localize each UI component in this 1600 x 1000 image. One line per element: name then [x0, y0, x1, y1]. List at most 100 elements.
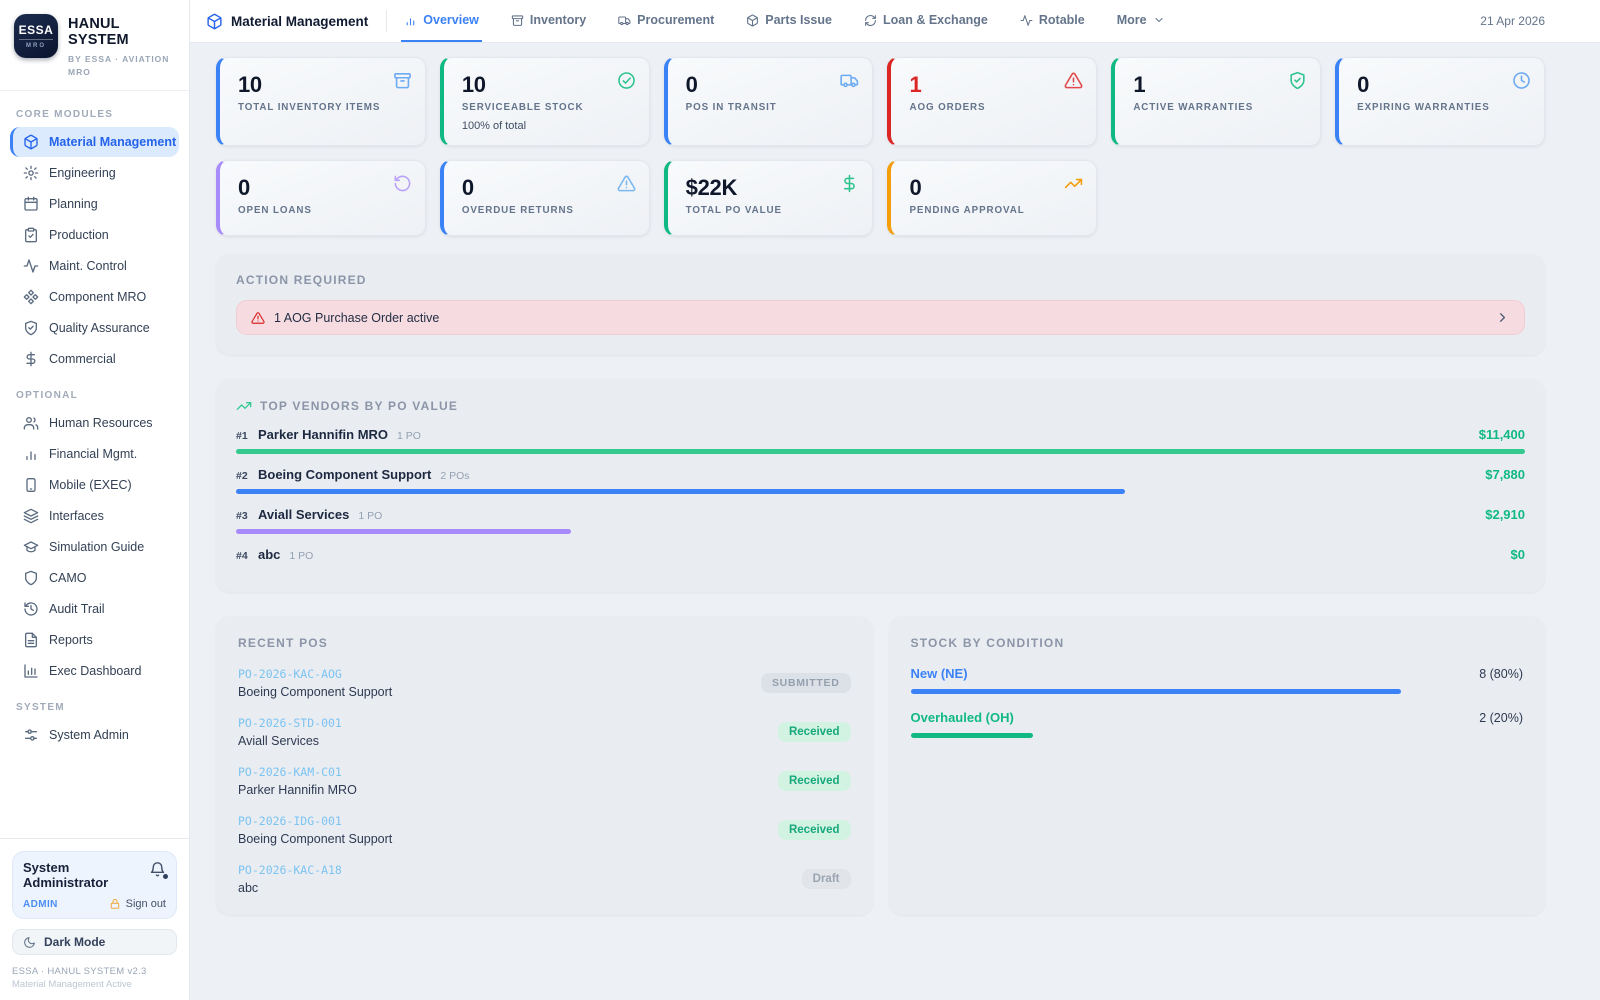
sidebar-item[interactable]: Production: [10, 220, 179, 250]
sidebar-item-label: CAMO: [49, 571, 87, 586]
shield-check-icon: [23, 320, 39, 336]
vendor-po-value: $0: [1510, 547, 1525, 563]
vendor-po-count: 1 PO: [358, 510, 383, 523]
vendor-po-value: $2,910: [1485, 507, 1525, 523]
sidebar-item[interactable]: Financial Mgmt.: [10, 439, 179, 469]
top-vendors-title: TOP VENDORS BY PO VALUE: [260, 399, 459, 414]
system-list: System Admin: [0, 720, 189, 750]
dark-mode-toggle[interactable]: Dark Mode: [12, 929, 177, 955]
rotate-ccw-icon: [393, 174, 412, 193]
sidebar-item[interactable]: Commercial: [10, 344, 179, 374]
po-row: PO-2026-STD-001 Aviall Services Received: [238, 716, 851, 748]
trending-up-icon: [1064, 174, 1083, 193]
tab-label: Rotable: [1038, 13, 1085, 27]
shield-icon: [23, 570, 39, 586]
sliders-icon: [23, 727, 39, 743]
sidebar-item-label: Planning: [49, 197, 98, 212]
po-status-badge: SUBMITTED: [760, 673, 851, 694]
sidebar-item-label: Commercial: [49, 352, 116, 367]
stock-title: STOCK BY CONDITION: [910, 636, 1065, 651]
module-header: Material Management: [206, 0, 386, 42]
moon-icon: [23, 936, 36, 949]
po-number-link[interactable]: PO-2026-KAC-A18: [238, 863, 342, 878]
tab[interactable]: Loan & Exchange: [861, 0, 991, 42]
sign-out-button[interactable]: Sign out: [109, 898, 166, 910]
vendor-bar: [236, 449, 1525, 455]
header-divider: [386, 10, 388, 32]
dashboard-content: 10 TOTAL INVENTORY ITEMS 10 SERVICEABLE …: [190, 43, 1600, 1000]
sidebar-item[interactable]: Quality Assurance: [10, 313, 179, 343]
sidebar-item[interactable]: Reports: [10, 625, 179, 655]
sidebar-item-label: Reports: [49, 633, 93, 648]
stat-value: 0: [685, 72, 698, 97]
dollar-icon: [840, 174, 859, 193]
vendor-bar: [236, 489, 1126, 495]
sidebar-item-label: Mobile (EXEC): [49, 478, 132, 493]
chevron-right-icon: [1495, 310, 1510, 325]
po-number-link[interactable]: PO-2026-KAC-AOG: [238, 667, 342, 682]
aog-alert-banner[interactable]: 1 AOG Purchase Order active: [236, 300, 1525, 336]
stat-value: 0: [909, 175, 922, 201]
sidebar-item-label: System Admin: [49, 728, 129, 743]
stat-card: 0 OPEN LOANS: [216, 160, 426, 237]
clipboard-icon: [23, 227, 39, 243]
component-icon: [23, 289, 39, 305]
sidebar-nav: CORE MODULES Material Management Enginee…: [0, 91, 189, 838]
sidebar-item[interactable]: Audit Trail: [10, 594, 179, 624]
vendor-name: Aviall Services: [258, 507, 350, 523]
logo-text-mro: MRO: [26, 43, 46, 49]
po-number-link[interactable]: PO-2026-KAM-C01: [238, 765, 342, 780]
sidebar-item[interactable]: Maint. Control: [10, 251, 179, 281]
stat-label: SERVICEABLE STOCK: [461, 102, 584, 114]
stat-label: POS IN TRANSIT: [685, 102, 777, 114]
sidebar-item[interactable]: System Admin: [10, 720, 179, 750]
calendar-icon: [23, 196, 39, 212]
po-vendor: Boeing Component Support: [238, 685, 393, 700]
stat-card: 1 ACTIVE WARRANTIES: [1111, 57, 1322, 147]
stat-card: 10 SERVICEABLE STOCK 100% of total: [439, 57, 650, 147]
module-name: Material Management: [231, 13, 369, 29]
vendor-rank: #2: [236, 470, 248, 483]
graduation-cap-icon: [23, 539, 39, 555]
sidebar-item[interactable]: Planning: [10, 189, 179, 219]
vendor-po-count: 2 POs: [440, 470, 470, 483]
po-number-link[interactable]: PO-2026-IDG-001: [238, 814, 342, 829]
sidebar-item[interactable]: Mobile (EXEC): [10, 470, 179, 500]
recent-pos-section: RECENT POS PO-2026-KAC-AOG Boeing Compon…: [216, 616, 873, 916]
tab-label: Inventory: [529, 13, 587, 27]
stock-by-condition-section: STOCK BY CONDITION New (NE) 8 (80%): [888, 616, 1545, 916]
stat-label: ACTIVE WARRANTIES: [1133, 102, 1254, 114]
vendor-rank: #1: [236, 430, 248, 443]
tab[interactable]: More: [1114, 0, 1168, 42]
tab[interactable]: Procurement: [615, 0, 717, 42]
essa-logo: ESSA MRO: [14, 14, 58, 58]
po-number-link[interactable]: PO-2026-STD-001: [238, 716, 342, 731]
tab[interactable]: Inventory: [508, 0, 589, 42]
sidebar-item[interactable]: Exec Dashboard: [10, 656, 179, 686]
logo-text-essa: ESSA: [18, 23, 54, 40]
alert-text: 1 AOG Purchase Order active: [274, 310, 440, 325]
tab[interactable]: Overview: [401, 0, 482, 42]
stat-card: $22K TOTAL PO VALUE: [663, 160, 874, 237]
sidebar-item[interactable]: Engineering: [10, 158, 179, 188]
sidebar-item[interactable]: Human Resources: [10, 408, 179, 438]
stat-label: TOTAL INVENTORY ITEMS: [238, 102, 381, 114]
stock-list: New (NE) 8 (80%) Overhauled (OH) 2 (20%): [910, 666, 1523, 739]
section-label-core-modules: CORE MODULES: [16, 109, 114, 121]
po-status-badge: Received: [777, 722, 851, 743]
sidebar-item[interactable]: Interfaces: [10, 501, 179, 531]
user-name: System Administrator: [23, 860, 109, 891]
check-circle-icon: [617, 71, 636, 90]
lock-icon: [109, 898, 121, 910]
sidebar-item[interactable]: Material Management: [10, 127, 179, 158]
sidebar-item[interactable]: Component MRO: [10, 282, 179, 312]
po-vendor: Boeing Component Support: [238, 832, 393, 847]
tab[interactable]: Parts Issue: [743, 0, 835, 42]
tab[interactable]: Rotable: [1017, 0, 1088, 42]
tab-label: More: [1116, 13, 1147, 27]
notifications-button[interactable]: [149, 861, 168, 880]
vendor-name: Parker Hannifin MRO: [258, 427, 389, 443]
sidebar-item[interactable]: Simulation Guide: [10, 532, 179, 562]
stat-value: 0: [1357, 72, 1370, 97]
sidebar-item[interactable]: CAMO: [10, 563, 179, 593]
